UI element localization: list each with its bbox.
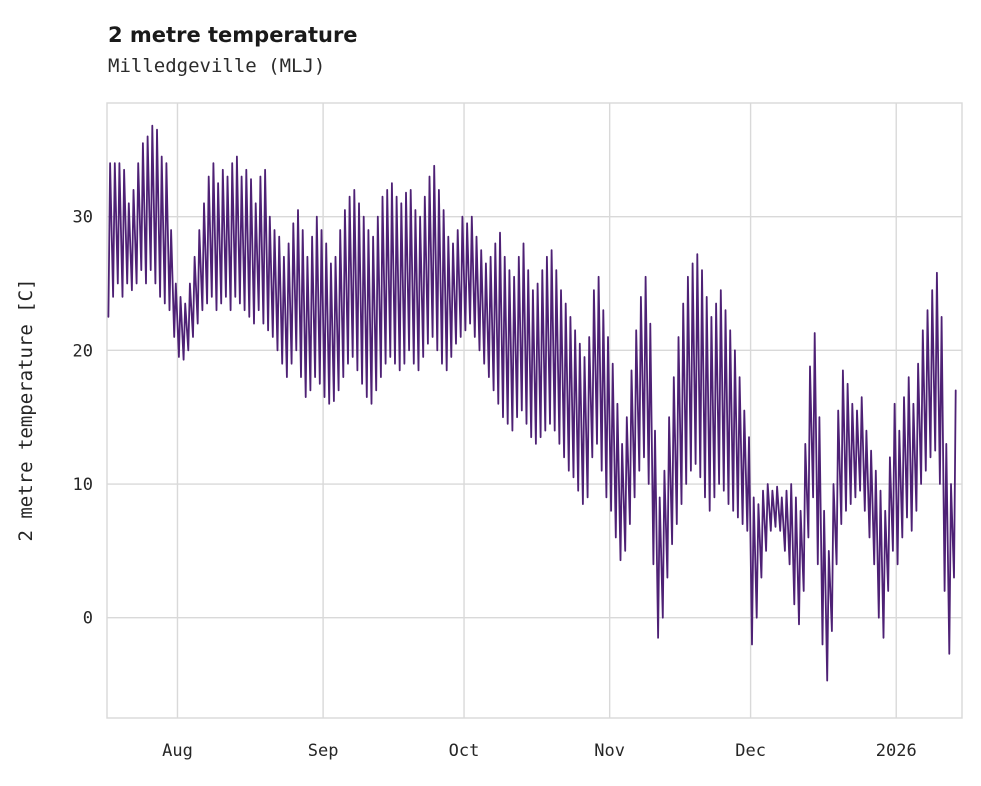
chart-title: 2 metre temperature	[108, 23, 358, 47]
y-axis-label: 2 metre temperature [C]	[15, 278, 37, 541]
y-tick-label: 10	[73, 475, 93, 495]
x-tick-label: Oct	[449, 741, 480, 761]
y-tick-label: 0	[83, 609, 93, 629]
x-tick-label: Nov	[594, 741, 625, 761]
x-tick-label: 2026	[876, 741, 917, 761]
plot-area	[106, 102, 963, 719]
temperature-line	[107, 124, 957, 682]
grid-layer	[106, 102, 963, 719]
y-tick-label: 30	[73, 208, 93, 228]
x-tick-label: Aug	[162, 741, 193, 761]
x-tick-label: Dec	[735, 741, 766, 761]
tick-layer: 0 10 20 30 Aug Sep Oct Nov Dec 2026	[73, 208, 917, 761]
x-tick-label: Sep	[308, 741, 339, 761]
chart-subtitle: Milledgeville (MLJ)	[108, 55, 325, 77]
line-layer	[107, 124, 957, 682]
y-tick-label: 20	[73, 341, 93, 361]
